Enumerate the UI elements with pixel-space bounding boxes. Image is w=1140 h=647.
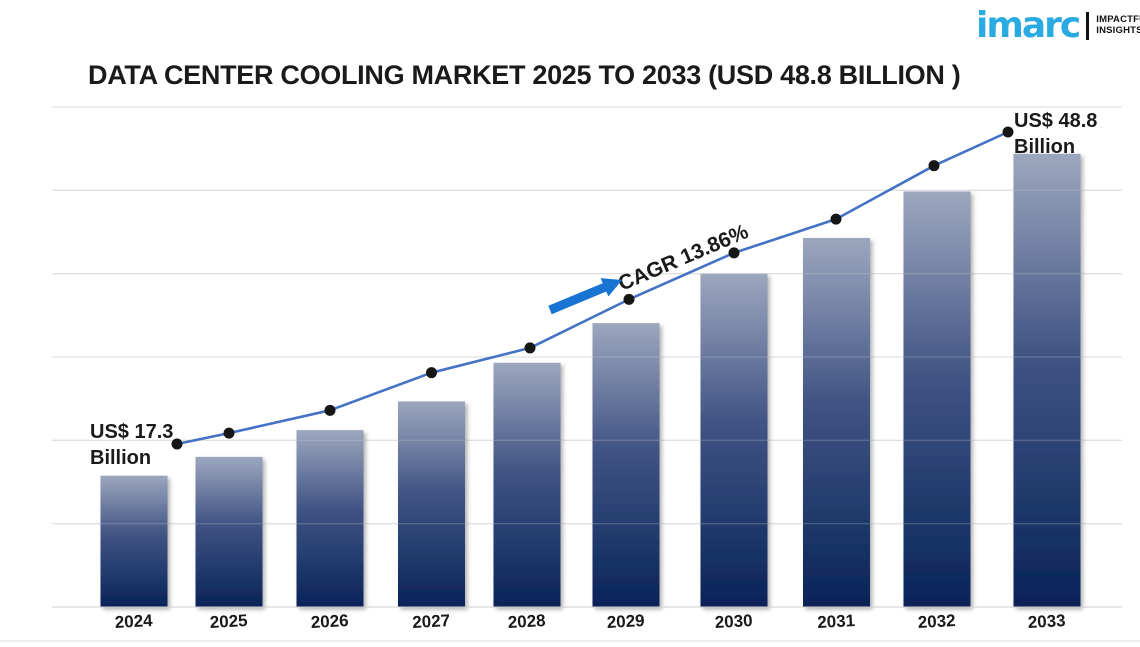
data-point-2029 xyxy=(623,293,635,305)
data-point-2024 xyxy=(171,438,183,450)
data-point-2033 xyxy=(1002,126,1014,138)
data-point-2030 xyxy=(728,247,740,259)
bar-2030 xyxy=(700,273,768,607)
imarc-logo-tagline-line1: IMPACTFUL xyxy=(1096,14,1140,26)
bar-2026 xyxy=(296,430,364,607)
trend-line xyxy=(176,130,1009,446)
data-point-2032 xyxy=(928,160,940,172)
bar-2028 xyxy=(493,362,561,607)
data-point-2026 xyxy=(324,404,336,416)
bar-2031 xyxy=(803,237,870,607)
data-point-2025 xyxy=(223,427,235,439)
bar-2024 xyxy=(100,475,168,607)
bar-2025 xyxy=(195,456,263,607)
x-tick-label-2026: 2026 xyxy=(310,611,349,632)
bar-2029 xyxy=(592,323,660,607)
imarc-logo-tagline: IMPACTFUL INSIGHTS xyxy=(1096,14,1140,37)
data-point-2028 xyxy=(524,342,536,354)
chart-title: DATA CENTER COOLING MARKET 2025 TO 2033 … xyxy=(88,60,961,90)
x-tick-label-2024: 2024 xyxy=(114,611,153,632)
x-tick-label-2027: 2027 xyxy=(412,611,451,632)
x-tick-label-2030: 2030 xyxy=(714,611,753,632)
imarc-logo: imarc IMPACTFUL INSIGHTS xyxy=(976,8,1140,44)
end-value-label: US$ 48.8 xyxy=(1014,110,1097,132)
start-value-label-line2: Billion xyxy=(90,447,151,469)
cagr-arrow-icon xyxy=(548,278,622,315)
bar-2032 xyxy=(903,191,971,607)
x-tick-label-2029: 2029 xyxy=(606,611,645,632)
start-value-label: US$ 17.3 xyxy=(90,421,173,443)
imarc-logo-divider xyxy=(1086,12,1090,40)
data-point-2031 xyxy=(830,213,842,225)
x-tick-label-2028: 2028 xyxy=(507,611,546,632)
imarc-logo-brand: imarc xyxy=(976,5,1081,46)
bar-2033 xyxy=(1013,153,1081,607)
x-tick-label-2031: 2031 xyxy=(817,611,856,632)
bar-2027 xyxy=(398,401,465,607)
x-tick-label-2032: 2032 xyxy=(917,611,956,632)
x-tick-label-2025: 2025 xyxy=(209,611,248,632)
imarc-logo-tagline-line2: INSIGHTS xyxy=(1096,25,1140,36)
data-point-2027 xyxy=(426,367,437,379)
x-tick-label-2033: 2033 xyxy=(1027,611,1066,632)
end-value-label-line2: Billion xyxy=(1014,136,1075,158)
